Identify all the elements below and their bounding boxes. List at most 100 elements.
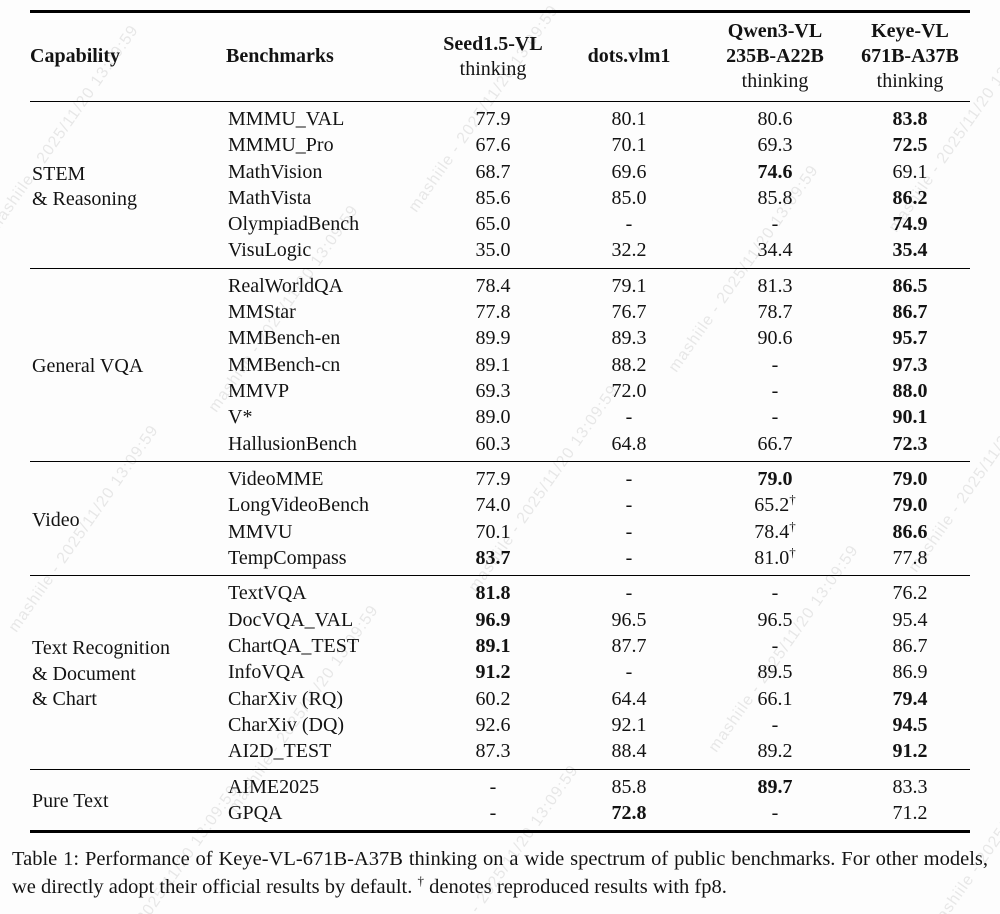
dagger-mark: † (417, 873, 425, 889)
table-row: MMMU_Pro 67.6 70.1 69.3 72.5 (30, 132, 970, 158)
benchmark-name: MathVision (228, 160, 323, 183)
score-cell: 89.1 (475, 353, 511, 376)
section-stem-reasoning: STEM & Reasoning MMMU_VAL 77.9 80.1 80.6… (30, 102, 970, 269)
score-cell: 77.8 (892, 546, 928, 569)
table-row: GPQA - 72.8 - 71.2 (30, 800, 970, 832)
score-cell: 95.4 (892, 608, 928, 631)
score-cell: 81.8 (475, 582, 511, 605)
model-size: 671B-A37B (861, 45, 959, 67)
score-cell: 77.8 (475, 301, 511, 324)
score-cell: 74.9 (892, 213, 928, 236)
benchmark-name: OlympiadBench (228, 213, 360, 236)
score-cell: 72.5 (892, 134, 928, 157)
score-cell: 64.4 (611, 687, 647, 710)
benchmark-name: MMBench-cn (228, 353, 341, 376)
score-cell: 89.5 (757, 661, 793, 684)
score-cell: 86.9 (892, 661, 928, 684)
benchmark-name: AIME2025 (228, 775, 320, 798)
benchmark-name: TextVQA (228, 582, 307, 605)
table-row: MMBench-cn 89.1 88.2 - 97.3 (30, 352, 970, 378)
score-cell: 83.3 (892, 775, 928, 798)
benchmark-name: HallusionBench (228, 432, 357, 455)
table-row: STEM & Reasoning MMMU_VAL 77.9 80.1 80.6… (30, 102, 970, 210)
score-cell: - (771, 213, 779, 236)
score-cell: 87.3 (475, 740, 511, 763)
score-cell: 79.4 (892, 687, 928, 710)
score-cell: 72.8 (611, 801, 647, 824)
score-cell: - (771, 582, 779, 605)
score-cell: 65.2† (754, 491, 796, 517)
table-row: MathVista 85.6 85.0 85.8 86.2 (30, 185, 970, 211)
score-cell: 64.8 (611, 432, 647, 455)
score-cell: 89.0 (475, 406, 511, 429)
table-row: MMStar 77.8 76.7 78.7 86.7 (30, 299, 970, 325)
score-cell: 81.3 (757, 274, 793, 297)
score-cell: 89.2 (757, 740, 793, 763)
section-pure-text: Pure Text AIME2025 - 85.8 89.7 83.3 GPQA… (30, 769, 970, 832)
score-cell: - (771, 713, 779, 736)
score-cell: 88.0 (892, 380, 928, 403)
score-cell: 80.6 (757, 108, 793, 130)
score-cell: 35.4 (892, 239, 928, 262)
benchmark-name: MMMU_VAL (228, 108, 345, 130)
benchmark-name: MMVU (228, 520, 293, 543)
benchmark-table: Capability Benchmarks Seed1.5-VL thinkin… (30, 10, 970, 834)
score-cell: - (771, 353, 779, 376)
score-cell: - (771, 635, 779, 657)
benchmark-name: VisuLogic (228, 239, 312, 262)
score-cell: 83.7 (475, 546, 511, 569)
capability-label: Video (32, 509, 80, 532)
score-cell: 69.3 (475, 380, 511, 403)
score-cell: 91.2 (475, 661, 511, 684)
score-cell: 77.9 (475, 468, 511, 491)
benchmark-name: MathVista (228, 186, 312, 209)
table-row: ChartQA_TEST 89.1 87.7 - 86.7 (30, 633, 970, 659)
score-cell: 96.5 (611, 608, 647, 631)
caption-text: denotes reproduced results with fp8. (424, 876, 727, 898)
col-header-model-dots: dots.vlm1 (558, 12, 700, 102)
table-row: Video VideoMME 77.9 - 79.0 79.0 (30, 462, 970, 531)
score-cell: 72.3 (892, 432, 928, 455)
capability-label: Text Recognition & Document & Chart (32, 637, 171, 711)
score-cell: 72.0 (611, 380, 647, 403)
table-row: DocVQA_VAL 96.9 96.5 96.5 95.4 (30, 607, 970, 633)
score-cell: 81.0† (754, 544, 796, 569)
col-header-capability: Capability (30, 45, 121, 67)
score-cell: 85.6 (475, 186, 511, 209)
score-cell: 66.7 (757, 432, 793, 455)
capability-label: General VQA (32, 355, 144, 378)
section-text-doc-chart: Text Recognition & Document & Chart Text… (30, 575, 970, 769)
benchmark-name: MMMU_Pro (228, 134, 334, 157)
score-cell: 91.2 (892, 740, 928, 763)
score-cell: 67.6 (475, 134, 511, 157)
section-general-vqa: General VQA RealWorldQA 78.4 79.1 81.3 8… (30, 268, 970, 461)
score-cell: 85.0 (611, 186, 647, 209)
score-cell: - (625, 494, 633, 517)
benchmark-name: MMStar (228, 301, 296, 324)
capability-label: STEM & Reasoning (32, 162, 137, 211)
score-cell: 80.1 (611, 108, 647, 130)
score-cell: 89.7 (757, 775, 793, 798)
col-header-model-keye: Keye-VL 671B-A37B thinking (850, 12, 970, 102)
score-cell: 83.8 (892, 108, 928, 130)
benchmark-name: ChartQA_TEST (228, 635, 360, 657)
model-variant: thinking (741, 70, 809, 92)
score-cell: - (489, 775, 497, 798)
benchmark-name: TempCompass (228, 546, 347, 569)
caption-text: Table 1: Performance of Keye-VL-671B-A37… (12, 848, 988, 898)
table-row: HallusionBench 60.3 64.8 66.7 72.3 (30, 431, 970, 462)
score-cell: 79.1 (611, 274, 647, 297)
score-cell: 35.0 (475, 239, 511, 262)
benchmark-name: LongVideoBench (228, 494, 369, 517)
score-cell: 89.1 (475, 635, 511, 657)
model-variant: thinking (459, 57, 527, 80)
table-row: AI2D_TEST 87.3 88.4 89.2 91.2 (30, 738, 970, 769)
score-cell: - (489, 801, 497, 824)
score-cell: 76.2 (892, 582, 928, 605)
score-cell: - (771, 406, 779, 429)
benchmark-name: MMBench-en (228, 327, 341, 350)
score-cell: 86.7 (892, 635, 928, 657)
score-cell: 94.5 (892, 713, 928, 736)
model-name: Qwen3-VL (727, 20, 823, 42)
